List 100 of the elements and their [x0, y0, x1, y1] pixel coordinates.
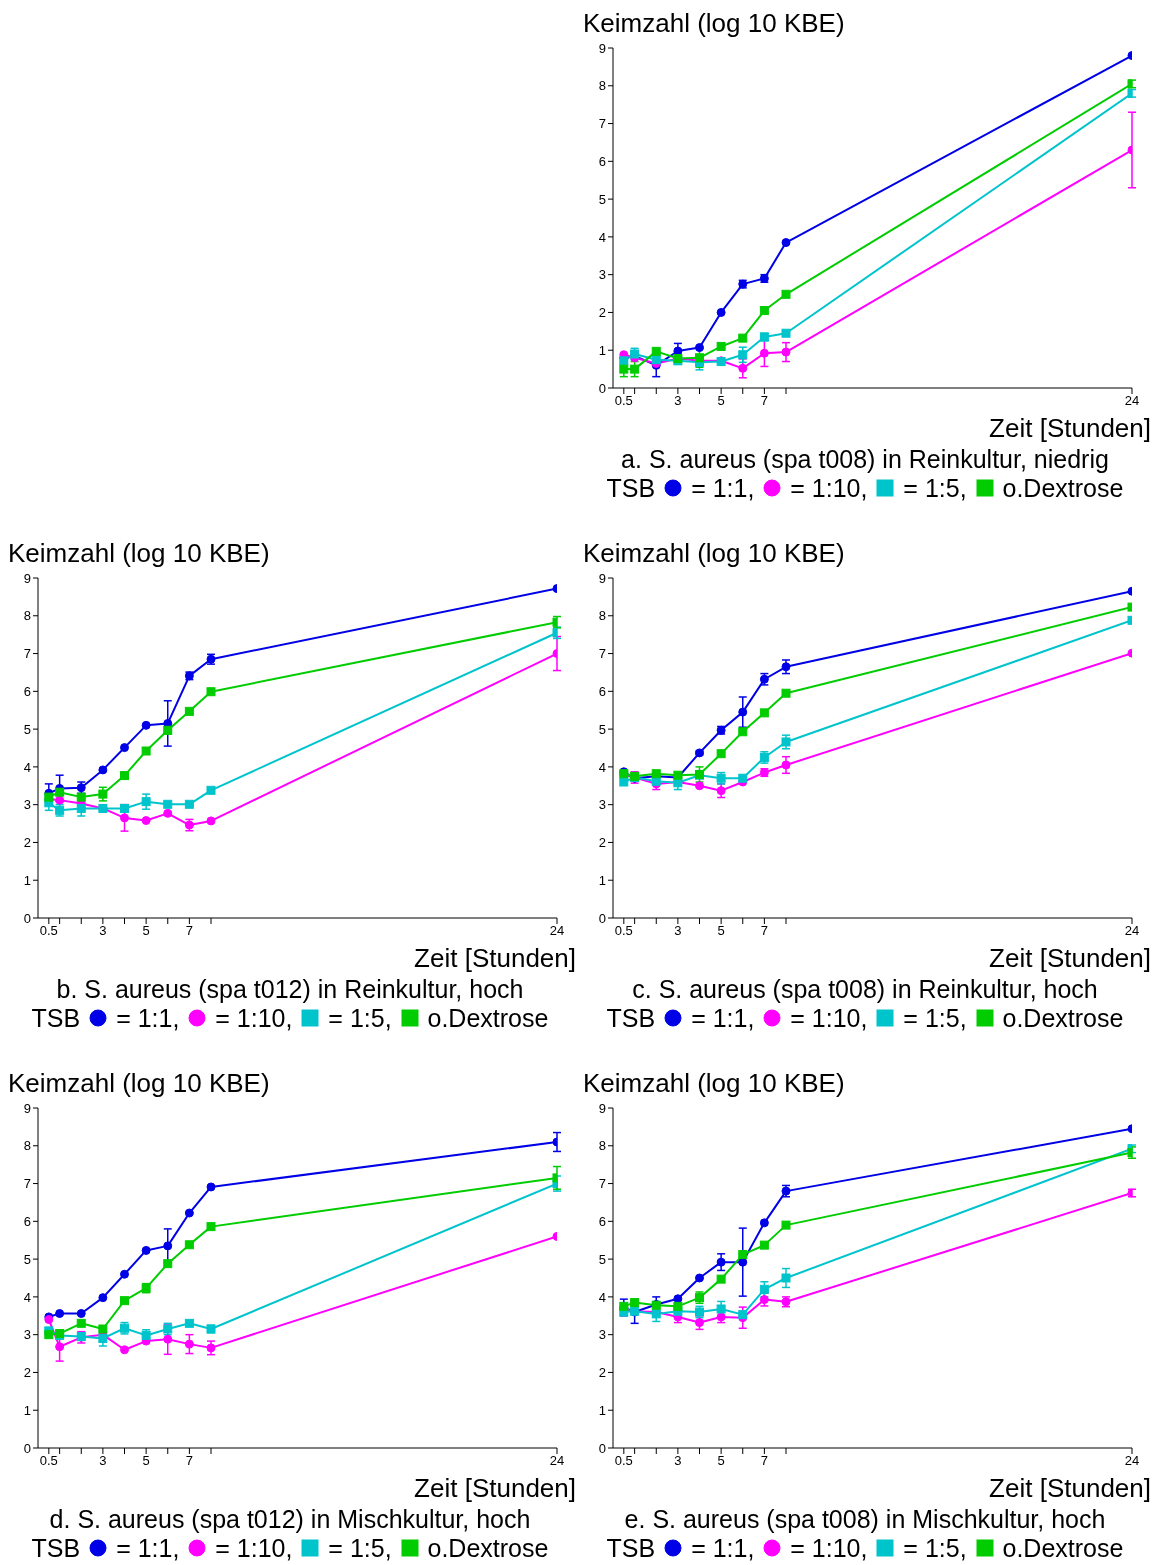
y-tick-label: 6	[598, 153, 606, 169]
legend-label: o.Dextrose	[1001, 474, 1124, 502]
x-tick-label: 5	[142, 923, 150, 939]
y-tick-label: 2	[598, 835, 606, 851]
x-tick-label: 7	[760, 1453, 768, 1469]
y-axis-title: Keimzahl (log 10 KBE)	[8, 1067, 271, 1100]
y-tick-label: 5	[598, 191, 606, 207]
y-axis-title: Keimzahl (log 10 KBE)	[583, 7, 846, 40]
x-tick-label: 3	[99, 1453, 107, 1469]
y-tick-label: 0	[23, 910, 31, 926]
x-tick-label: 7	[760, 393, 768, 409]
legend-label: = 1:1,	[690, 1004, 756, 1032]
legend-label: = 1:5,	[327, 1534, 393, 1562]
x-tick-label: 0.5	[39, 1453, 58, 1469]
y-tick-label: 5	[598, 1251, 606, 1267]
legend-title: TSB	[606, 1004, 657, 1032]
x-tick-label: 0.5	[614, 1453, 633, 1469]
x-tick-label: 24	[1124, 393, 1140, 409]
y-tick-label: 8	[598, 608, 606, 624]
legend-label: = 1:1,	[690, 474, 756, 502]
y-tick-label: 6	[23, 683, 31, 699]
y-axis-title: Keimzahl (log 10 KBE)	[583, 1067, 846, 1100]
y-tick-label: 0	[598, 380, 606, 396]
legend-label: = 1:1,	[115, 1004, 181, 1032]
x-tick-label: 0.5	[614, 393, 633, 409]
x-tick-label: 24	[1124, 923, 1140, 939]
y-tick-label: 9	[23, 570, 31, 586]
x-tick-label: 5	[717, 1453, 725, 1469]
y-tick-label: 0	[598, 1440, 606, 1456]
y-tick-label: 9	[23, 1100, 31, 1116]
x-tick-label: 7	[185, 923, 193, 939]
x-tick-label: 5	[142, 1453, 150, 1469]
legend-label: = 1:5,	[902, 1534, 968, 1562]
legend-label: = 1:5,	[902, 474, 968, 502]
x-tick-label: 24	[1124, 1453, 1140, 1469]
y-tick-label: 5	[23, 721, 31, 737]
y-tick-label: 6	[23, 1213, 31, 1229]
legend-title: TSB	[31, 1004, 82, 1032]
x-tick-label: 7	[760, 923, 768, 939]
y-tick-label: 6	[598, 1213, 606, 1229]
y-tick-label: 9	[598, 40, 606, 56]
y-tick-label: 2	[598, 305, 606, 321]
y-tick-label: 2	[598, 1365, 606, 1381]
y-tick-label: 1	[598, 342, 606, 358]
x-tick-label: 5	[717, 393, 725, 409]
legend-label: = 1:1,	[690, 1534, 756, 1562]
legend-label: = 1:10,	[789, 1004, 869, 1032]
legend-label: o.Dextrose	[426, 1534, 549, 1562]
y-tick-label: 1	[23, 872, 31, 888]
y-tick-label: 3	[598, 1327, 606, 1343]
legend-label: o.Dextrose	[426, 1004, 549, 1032]
y-tick-label: 4	[598, 1289, 606, 1305]
legend-label: = 1:10,	[789, 1534, 869, 1562]
y-tick-label: 8	[598, 1138, 606, 1154]
y-tick-label: 8	[23, 608, 31, 624]
x-axis-title: Zeit [Stunden]	[413, 942, 577, 974]
x-axis-title: Zeit [Stunden]	[988, 412, 1152, 444]
y-tick-label: 7	[598, 646, 606, 662]
legend-title: TSB	[606, 474, 657, 502]
x-tick-label: 7	[185, 1453, 193, 1469]
y-tick-label: 7	[598, 1176, 606, 1192]
y-axis-title: Keimzahl (log 10 KBE)	[8, 537, 271, 570]
y-tick-label: 5	[598, 721, 606, 737]
legend-label: = 1:10,	[789, 474, 869, 502]
x-tick-label: 0.5	[614, 923, 633, 939]
y-tick-label: 8	[23, 1138, 31, 1154]
text: d. S. aureus (spa t012) in Mischkultur, hoch	[48, 1504, 532, 1534]
y-tick-label: 8	[598, 78, 606, 94]
legend-label: = 1:5,	[902, 1004, 968, 1032]
x-tick-label: 24	[549, 923, 565, 939]
y-tick-label: 1	[598, 872, 606, 888]
x-tick-label: 3	[99, 923, 107, 939]
y-tick-label: 0	[23, 1440, 31, 1456]
y-tick-label: 9	[598, 570, 606, 586]
y-tick-label: 4	[23, 759, 31, 775]
y-tick-label: 2	[23, 1365, 31, 1381]
y-tick-label: 3	[598, 797, 606, 813]
legend-label: o.Dextrose	[1001, 1534, 1124, 1562]
text: e. S. aureus (spa t008) in Mischkultur, hoch	[623, 1504, 1107, 1534]
y-tick-label: 1	[23, 1402, 31, 1418]
legend-label: o.Dextrose	[1001, 1004, 1124, 1032]
y-tick-label: 3	[23, 797, 31, 813]
y-tick-label: 4	[23, 1289, 31, 1305]
x-tick-label: 3	[674, 393, 682, 409]
y-tick-label: 1	[598, 1402, 606, 1418]
y-tick-label: 4	[598, 759, 606, 775]
legend-label: = 1:10,	[214, 1004, 294, 1032]
legend-title: TSB	[31, 1534, 82, 1562]
y-tick-label: 0	[598, 910, 606, 926]
legend-label: = 1:1,	[115, 1534, 181, 1562]
x-tick-label: 5	[717, 923, 725, 939]
y-tick-label: 7	[598, 116, 606, 132]
y-tick-label: 7	[23, 646, 31, 662]
x-axis-title: Zeit [Stunden]	[413, 1472, 577, 1504]
x-tick-label: 24	[549, 1453, 565, 1469]
text: a. S. aureus (spa t008) in Reinkultur, niedrig	[620, 444, 1110, 474]
text: b. S. aureus (spa t012) in Reinkultur, hoch	[55, 974, 525, 1004]
x-axis-title: Zeit [Stunden]	[988, 1472, 1152, 1504]
y-axis-title: Keimzahl (log 10 KBE)	[583, 537, 846, 570]
x-tick-label: 3	[674, 1453, 682, 1469]
